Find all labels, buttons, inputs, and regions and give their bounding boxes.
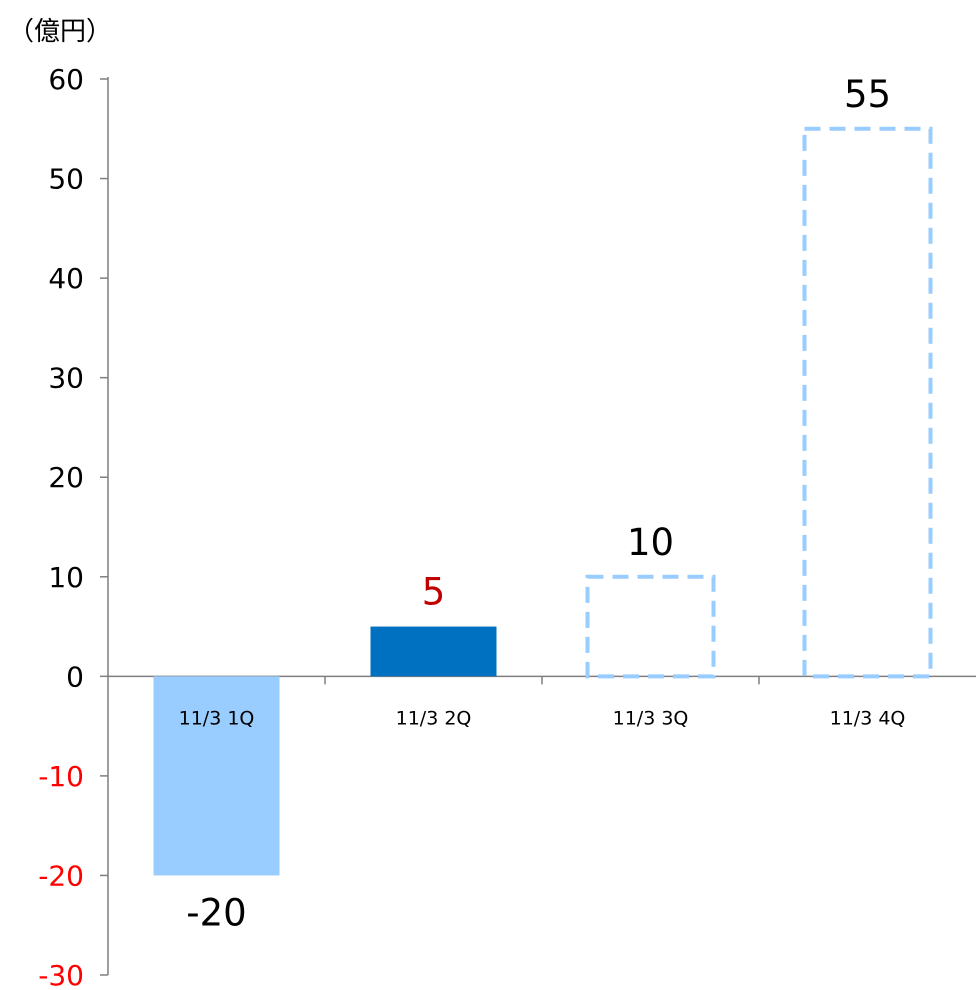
x-category-label: 11/3 2Q <box>396 707 472 729</box>
data-label: 55 <box>844 73 891 116</box>
y-tick-label: -30 <box>38 959 84 990</box>
y-tick-label: -20 <box>38 859 84 892</box>
category-labels: 11/3 1Q 11/3 2Q 11/3 3Q 11/3 4Q <box>179 707 906 729</box>
bar-dashed <box>802 126 933 679</box>
bar <box>370 626 497 677</box>
y-tick-label: 10 <box>48 561 84 594</box>
data-labels: -20 5 10 55 <box>186 73 891 935</box>
y-tick-label: 40 <box>48 262 84 295</box>
data-label: -20 <box>186 891 246 934</box>
bar-dashed <box>585 574 716 679</box>
x-category-label: 11/3 1Q <box>179 707 255 729</box>
y-tick-label: 0 <box>66 660 84 693</box>
y-tick-label: 20 <box>48 461 84 494</box>
data-label: 5 <box>422 571 446 614</box>
y-tick-label: 30 <box>48 362 84 395</box>
bars <box>153 126 933 876</box>
y-axis: 60 50 40 30 20 10 0 -10 -20 -30 <box>38 63 109 990</box>
x-category-label: 11/3 4Q <box>830 707 906 729</box>
x-category-label: 11/3 3Q <box>613 707 689 729</box>
bar <box>153 676 280 876</box>
y-tick-label: -10 <box>38 760 84 793</box>
data-label: 10 <box>627 521 674 564</box>
unit-label: （億円） <box>8 17 112 47</box>
y-tick-label: 50 <box>48 163 84 196</box>
y-tick-label: 60 <box>48 63 84 96</box>
